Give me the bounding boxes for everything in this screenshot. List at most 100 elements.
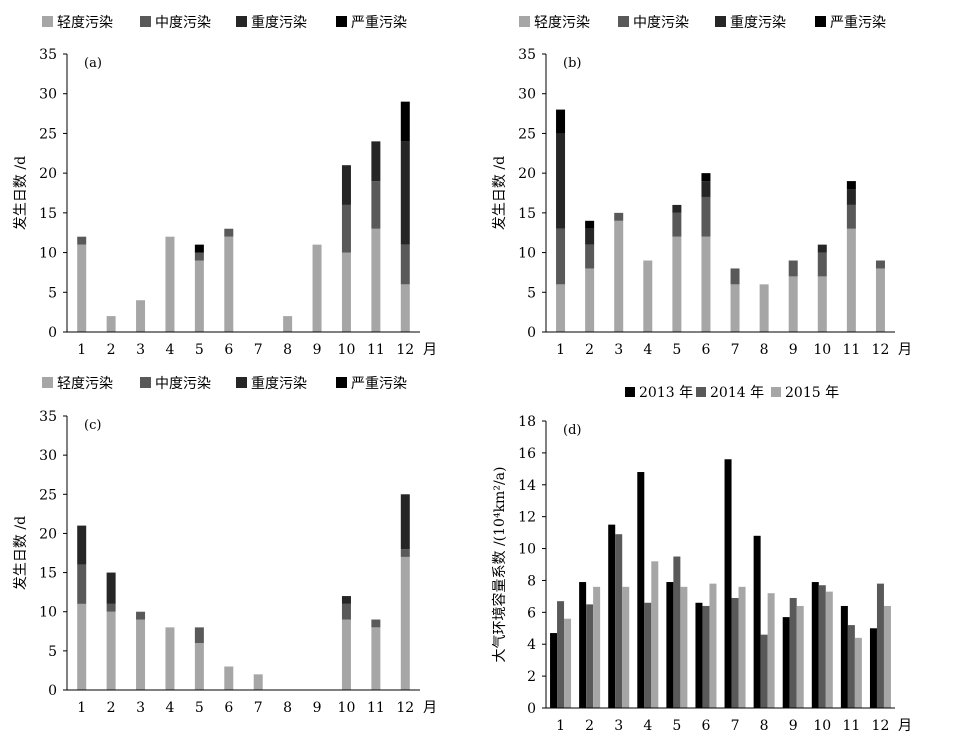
bar-d-m6-s1 [695, 602, 703, 708]
bar-d-m2-s3 [593, 586, 601, 708]
bar-b-m6-s4 [701, 173, 711, 182]
bar-b-m2-s2 [585, 244, 595, 269]
x-tick-label-b-6: 6 [701, 342, 710, 358]
bar-d-m8-s3 [767, 593, 775, 708]
bar-c-m12-s1 [400, 556, 410, 690]
bar-a-m6-s2 [224, 228, 234, 237]
x-unit-label-b: 月 [898, 342, 912, 358]
y-tick-label-c-20: 20 [39, 526, 57, 542]
bar-c-m5-s1 [194, 643, 204, 690]
bar-d-m7-s3 [738, 586, 746, 708]
legend-swatch-3 [236, 377, 247, 388]
y-tick-label-a-30: 30 [39, 87, 57, 103]
y-tick-label-a-5: 5 [48, 285, 57, 301]
bar-a-m12-s3 [400, 141, 410, 245]
x-tick-label-a-3: 3 [136, 342, 145, 358]
x-tick-label-a-10: 10 [338, 342, 356, 358]
y-tick-label-d-12: 12 [518, 510, 536, 526]
bar-a-m5-s2 [194, 252, 204, 261]
x-tick-label-a-8: 8 [283, 342, 292, 358]
x-tick-label-d-10: 10 [813, 718, 831, 734]
x-tick-label-b-12: 12 [872, 342, 890, 358]
x-tick-label-d-6: 6 [701, 718, 710, 734]
legend-swatch-2 [696, 387, 706, 397]
bar-b-m1-s4 [556, 109, 566, 134]
bar-b-m9-s1 [788, 276, 798, 332]
x-tick-label-b-4: 4 [643, 342, 652, 358]
bar-a-m11-s2 [371, 181, 381, 229]
bar-a-m10-s2 [341, 204, 351, 253]
bar-d-m5-s2 [673, 556, 681, 708]
bar-b-m3-s1 [614, 220, 624, 332]
legend-swatch-1 [42, 16, 53, 27]
x-tick-label-d-4: 4 [643, 718, 652, 734]
bar-d-m5-s1 [666, 582, 674, 708]
legend-swatch-2 [140, 377, 151, 388]
y-tick-label-b-30: 30 [518, 87, 536, 103]
x-tick-label-b-8: 8 [760, 342, 769, 358]
bar-b-m12-s1 [875, 268, 885, 332]
x-tick-label-c-1: 1 [77, 700, 86, 716]
bar-d-m2-s2 [586, 604, 594, 708]
bar-d-m7-s2 [731, 597, 739, 708]
bar-a-m11-s1 [371, 228, 381, 332]
y-tick-label-b-10: 10 [518, 246, 536, 262]
bar-a-m9-s1 [312, 244, 322, 332]
y-tick-label-c-15: 15 [39, 566, 57, 582]
bar-c-m1-s3 [77, 525, 87, 565]
x-tick-label-c-11: 11 [367, 700, 385, 716]
legend-swatch-2 [618, 16, 629, 27]
bar-d-m12-s3 [883, 605, 891, 708]
y-tick-label-c-5: 5 [48, 644, 57, 660]
x-tick-label-a-6: 6 [224, 342, 233, 358]
x-tick-label-d-9: 9 [789, 718, 798, 734]
bar-b-m11-s4 [846, 181, 856, 190]
bar-c-m11-s2 [371, 619, 381, 628]
bar-a-m10-s3 [341, 165, 351, 205]
y-tick-label-a-0: 0 [48, 325, 57, 341]
bar-b-m1-s2 [556, 228, 566, 285]
x-tick-label-d-2: 2 [585, 718, 594, 734]
bar-d-m1-s2 [557, 601, 565, 708]
x-tick-label-c-9: 9 [313, 700, 322, 716]
bar-d-m8-s2 [760, 634, 768, 708]
bar-c-m1-s2 [77, 564, 87, 604]
y-tick-label-a-10: 10 [39, 246, 57, 262]
bar-d-m4-s1 [637, 472, 645, 708]
x-tick-label-c-7: 7 [254, 700, 263, 716]
y-tick-label-c-30: 30 [39, 448, 57, 464]
bar-d-m12-s1 [869, 628, 877, 708]
x-tick-label-d-5: 5 [672, 718, 681, 734]
legend-label-2: 2014 年 [710, 385, 764, 401]
legend-label-4: 严重污染 [830, 15, 886, 31]
y-tick-label-d-14: 14 [518, 478, 536, 494]
x-tick-label-b-2: 2 [585, 342, 594, 358]
bar-b-m3-s2 [614, 212, 624, 221]
legend-label-1: 2013 年 [639, 385, 693, 401]
x-unit-label-c: 月 [423, 700, 437, 716]
bar-b-m12-s2 [875, 260, 885, 269]
legend-swatch-4 [336, 377, 347, 388]
bar-b-m11-s2 [846, 204, 856, 229]
x-tick-label-d-3: 3 [614, 718, 623, 734]
x-tick-label-d-12: 12 [872, 718, 890, 734]
x-tick-label-a-12: 12 [396, 342, 414, 358]
x-tick-label-c-6: 6 [224, 700, 233, 716]
y-tick-label-c-25: 25 [39, 487, 57, 503]
x-tick-label-b-11: 11 [842, 342, 860, 358]
bar-d-m1-s1 [550, 633, 558, 708]
bar-d-m10-s1 [811, 582, 819, 708]
bar-c-m3-s1 [136, 619, 146, 690]
bar-b-m7-s1 [730, 284, 740, 332]
legend-label-2: 中度污染 [155, 15, 211, 31]
y-tick-label-d-6: 6 [527, 605, 536, 621]
panel-label-b: (b) [563, 56, 581, 71]
bar-b-m5-s2 [672, 212, 682, 237]
bar-a-m1-s1 [77, 244, 87, 332]
x-unit-label-a: 月 [423, 342, 437, 358]
bar-c-m12-s2 [400, 549, 410, 557]
bar-d-m5-s3 [680, 586, 688, 708]
bar-b-m5-s1 [672, 236, 682, 332]
